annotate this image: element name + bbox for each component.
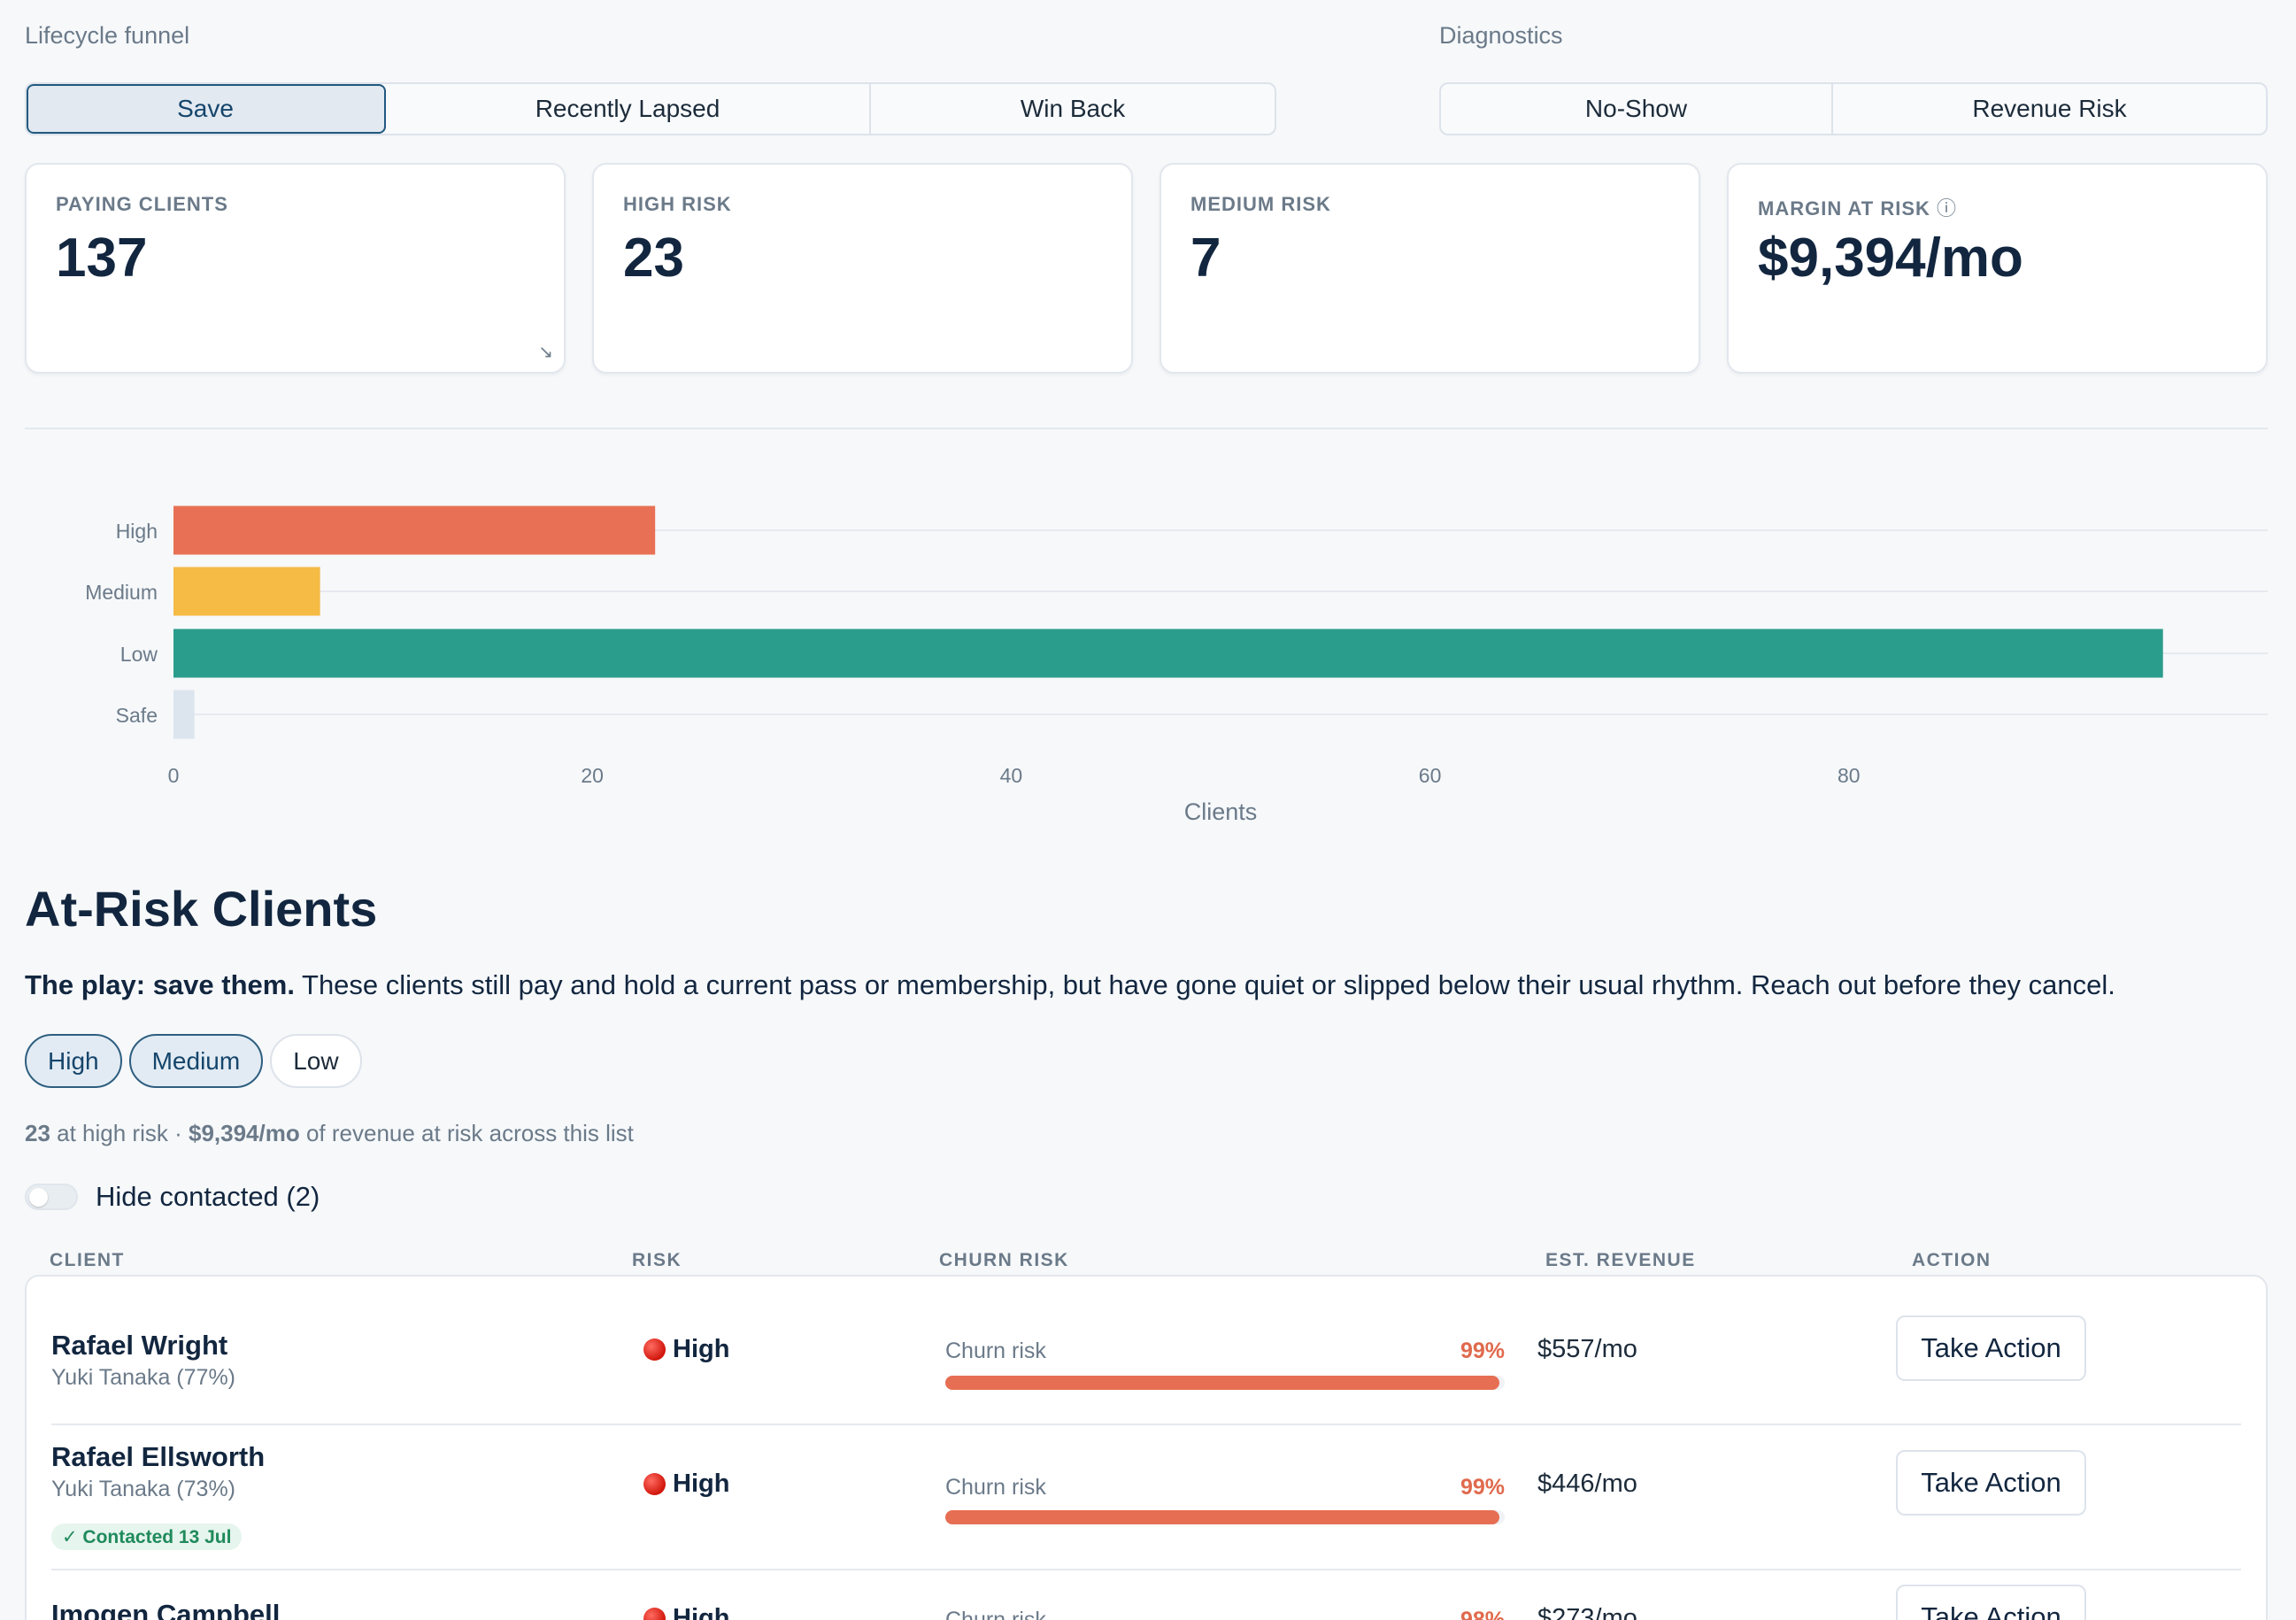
est-revenue: $557/mo <box>1537 1335 1637 1363</box>
play-text: These clients still pay and hold a curre… <box>294 969 2115 1000</box>
tab-win-back[interactable]: Win Back <box>1020 95 1126 122</box>
filter-chip-high[interactable]: High <box>25 1034 122 1088</box>
kpi-value: 137 <box>56 228 148 289</box>
tick-label: 60 <box>1419 764 1442 787</box>
tick-label: 20 <box>581 764 604 787</box>
kpi-value: $9,394/mo <box>1758 228 2023 289</box>
contacted-badge: ✓ Contacted 13 Jul <box>51 1524 243 1550</box>
risk-summary: 23 at high risk · $9,394/mo of revenue a… <box>25 1120 634 1147</box>
kpi-label: HIGH RISK <box>623 193 732 215</box>
churn-progress-fill <box>945 1510 1499 1524</box>
kpi-margin-at-risk: MARGIN AT RISK ⓘ $9,394/mo <box>1727 163 2268 374</box>
category-label: Medium <box>85 581 158 604</box>
churn-label: Churn risk <box>945 1338 1046 1363</box>
diagnostics-label: Diagnostics <box>1439 22 1563 49</box>
tick-label: 0 <box>168 764 180 787</box>
red-circle-icon <box>643 1338 666 1361</box>
risk-label: High <box>673 1604 730 1620</box>
lifecycle-funnel-tabs: Save Recently Lapsed Win Back <box>25 82 1276 135</box>
row-divider <box>51 1423 2241 1425</box>
churn-label: Churn risk <box>945 1475 1046 1500</box>
client-subtitle: Yuki Tanaka (73%) <box>51 1477 235 1501</box>
client-name[interactable]: Rafael Ellsworth <box>51 1441 266 1472</box>
summary-count: 23 <box>25 1120 50 1146</box>
bar <box>173 505 656 555</box>
x-axis-label: Clients <box>1184 798 1258 825</box>
diagnostics-tabs: No-Show Revenue Risk <box>1439 82 2268 135</box>
summary-mid: at high risk · <box>50 1120 189 1146</box>
category-label: Low <box>120 643 158 666</box>
risk-badge: High <box>643 1335 729 1364</box>
take-action-button[interactable]: Take Action <box>1896 1585 2086 1620</box>
risk-label: High <box>673 1470 730 1498</box>
lifecycle-funnel-label: Lifecycle funnel <box>25 22 190 49</box>
tick-label: 40 <box>1000 764 1023 787</box>
bar <box>173 690 195 739</box>
bar <box>173 567 320 616</box>
bar <box>173 629 2163 678</box>
category-label: Safe <box>116 704 158 727</box>
churn-progress-fill <box>945 1376 1499 1390</box>
hide-contacted-label: Hide contacted (2) <box>96 1181 320 1212</box>
kpi-paying-clients[interactable]: PAYING CLIENTS 137 ↘ <box>25 163 566 374</box>
section-divider <box>25 428 2268 429</box>
churn-progress-bar <box>945 1510 1505 1524</box>
red-circle-icon <box>643 1608 666 1620</box>
kpi-label: PAYING CLIENTS <box>56 193 228 215</box>
row-divider <box>51 1569 2241 1570</box>
risk-badge: High <box>643 1604 729 1620</box>
play-bold: The play: save them. <box>25 969 295 1000</box>
tab-no-show[interactable]: No-Show <box>1441 84 1833 134</box>
churn-percent: 98% <box>1460 1608 1505 1620</box>
kpi-value: 23 <box>623 228 684 289</box>
tab-save[interactable]: Save <box>27 84 386 134</box>
risk-distribution-chart: High Medium Low Safe 0 20 40 60 80 Clients <box>85 505 2268 825</box>
risk-filter-chips: High Medium Low <box>25 1034 362 1088</box>
churn-progress-bar <box>945 1376 1505 1390</box>
kpi-medium-risk: MEDIUM RISK 7 <box>1160 163 1700 374</box>
client-name[interactable]: Imogen Campbell <box>51 1599 281 1620</box>
category-label: High <box>116 520 158 543</box>
column-header-client: CLIENT <box>50 1250 125 1270</box>
red-circle-icon <box>643 1473 666 1495</box>
client-subtitle: Yuki Tanaka (77%) <box>51 1365 235 1390</box>
churn-percent: 99% <box>1460 1475 1505 1500</box>
kpi-value: 7 <box>1190 228 1221 289</box>
churn-label: Churn risk <box>945 1608 1046 1620</box>
tab-revenue-risk[interactable]: Revenue Risk <box>1972 95 2127 122</box>
filter-chip-medium[interactable]: Medium <box>128 1034 264 1088</box>
info-icon[interactable]: ⓘ <box>1937 197 1958 220</box>
client-name[interactable]: Rafael Wright <box>51 1330 228 1361</box>
hide-contacted-toggle[interactable] <box>25 1184 78 1210</box>
risk-label: High <box>673 1335 730 1363</box>
tab-recently-lapsed[interactable]: Recently Lapsed <box>386 84 871 134</box>
kpi-label: MEDIUM RISK <box>1190 193 1331 215</box>
tick-label: 80 <box>1838 764 1861 787</box>
risk-badge: High <box>643 1470 729 1499</box>
kpi-label: MARGIN AT RISK ⓘ <box>1758 193 1957 221</box>
page-title: At-Risk Clients <box>25 881 378 937</box>
column-header-churn-risk: CHURN RISK <box>939 1250 1069 1270</box>
churn-percent: 99% <box>1460 1338 1505 1363</box>
summary-tail: of revenue at risk across this list <box>299 1120 634 1146</box>
take-action-button[interactable]: Take Action <box>1896 1315 2086 1381</box>
column-header-risk: RISK <box>632 1250 682 1270</box>
column-header-action: ACTION <box>1912 1250 1992 1270</box>
kpi-high-risk: HIGH RISK 23 <box>592 163 1133 374</box>
summary-revenue: $9,394/mo <box>188 1120 300 1146</box>
at-risk-clients-table: Rafael Wright Yuki Tanaka (77%) High Chu… <box>25 1275 2268 1620</box>
arrow-down-right-icon: ↘ <box>538 343 553 362</box>
toggle-knob <box>29 1188 48 1207</box>
hide-contacted-row: Hide contacted (2) <box>25 1181 320 1213</box>
filter-chip-low[interactable]: Low <box>270 1034 362 1088</box>
column-header-est-revenue: EST. REVENUE <box>1545 1250 1696 1270</box>
kpi-label-text: MARGIN AT RISK <box>1758 197 1930 220</box>
est-revenue: $273/mo <box>1537 1604 1637 1620</box>
take-action-button[interactable]: Take Action <box>1896 1450 2086 1516</box>
play-description: The play: save them. These clients still… <box>25 969 2115 1001</box>
est-revenue: $446/mo <box>1537 1470 1637 1498</box>
